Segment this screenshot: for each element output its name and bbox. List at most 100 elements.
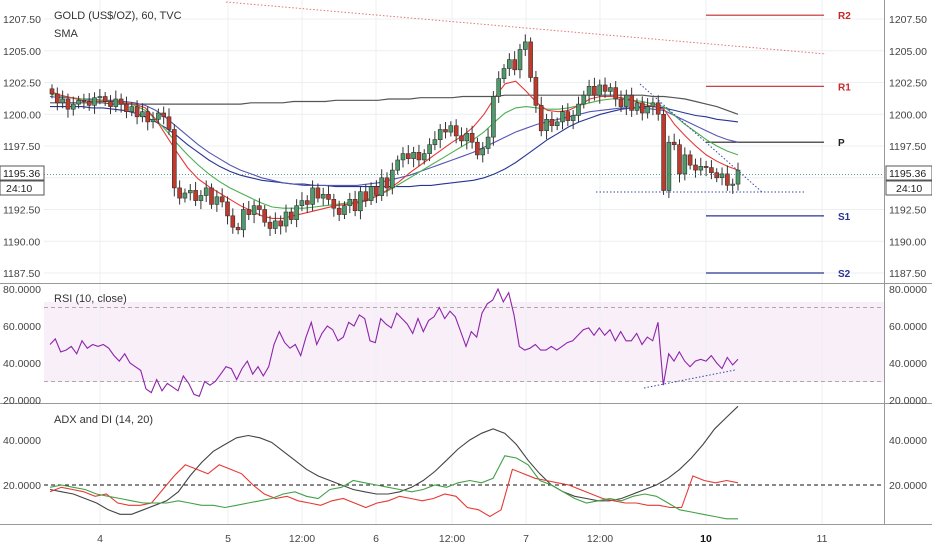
candle-body [241, 209, 246, 231]
candle-body [506, 59, 512, 69]
rsi-trendline [643, 369, 736, 389]
candle-body [464, 133, 470, 142]
adx-tick-left-1: 20.0000 [3, 480, 41, 492]
candle-body [469, 133, 475, 143]
time-label-7: 10 [700, 533, 712, 545]
price-tick-left-0: 1207.50 [3, 14, 41, 26]
candle-body [570, 115, 576, 121]
candle-body [501, 68, 507, 79]
candle-body [262, 209, 268, 223]
rsi-tick-left-1: 60.0000 [3, 321, 41, 333]
price-tick-left-2: 1202.50 [3, 78, 41, 90]
pivot-lines: R2 R1 P S1 S2 [706, 11, 851, 280]
candle-body [639, 102, 645, 114]
last-price-badge-right [885, 165, 932, 181]
candle-body [203, 187, 209, 196]
candle-body [134, 106, 140, 118]
candle-body [560, 111, 565, 123]
candlesticks [49, 34, 741, 238]
candle-body [735, 169, 741, 185]
candle-body [432, 139, 438, 146]
adx-title: ADX and DI (14, 20) [54, 414, 153, 426]
time-label-1: 5 [225, 533, 231, 545]
pivot-label-s1: S1 [838, 212, 851, 223]
rsi-tick-left-3: 20.0000 [3, 395, 41, 407]
candle-body [714, 172, 720, 179]
candle-body [363, 191, 369, 201]
candle-body [150, 119, 156, 123]
candle-body [172, 129, 177, 189]
adx-tick-right-0: 40.0000 [889, 435, 927, 447]
candle-body [336, 207, 342, 215]
candle-body [629, 94, 634, 111]
rsi-tick-right-0: 80.0000 [889, 284, 927, 296]
indicator-label: SMA [54, 28, 79, 40]
candle-body [443, 129, 448, 133]
time-label-0: 4 [97, 533, 103, 545]
price-tick-right-2: 1202.50 [889, 78, 927, 90]
candle-body [725, 173, 730, 186]
candle-body [719, 173, 725, 178]
candle-body [554, 121, 560, 127]
price-tick-right-8: 1187.50 [889, 268, 926, 280]
candle-body [283, 211, 289, 227]
candle-body [92, 97, 97, 106]
pivot-label-r1: R1 [838, 82, 851, 93]
candle-body [405, 153, 411, 160]
chart-title: GOLD (US$/OZ), 60, TVC [54, 10, 182, 22]
candle-body [310, 187, 315, 205]
price-tick-left-7: 1190.00 [3, 236, 40, 248]
rsi-tick-left-0: 80.0000 [3, 284, 41, 296]
candle-body [198, 195, 204, 201]
candle-body [118, 98, 124, 105]
candle-body [416, 152, 422, 161]
time-label-5: 7 [523, 533, 529, 545]
last-price-right: 1195.36 [889, 168, 926, 180]
candle-body [437, 129, 443, 140]
candle-body [267, 221, 273, 229]
candle-body [358, 191, 363, 212]
candle-body [257, 205, 262, 210]
candle-body [299, 200, 305, 207]
candle-body [666, 141, 672, 191]
candle-body [703, 166, 709, 168]
candle-body [352, 199, 358, 212]
candle-body [395, 159, 401, 171]
price-tick-right-7: 1190.00 [889, 236, 926, 248]
price-tick-right-6: 1192.50 [889, 205, 926, 217]
countdown-right: 24:10 [896, 183, 922, 195]
candle-body [427, 144, 432, 154]
time-label-6: 12:00 [587, 533, 613, 545]
price-tick-right-4: 1197.50 [889, 141, 926, 153]
candle-body [278, 220, 284, 227]
rsi-lines [44, 287, 884, 398]
candle-body [698, 166, 704, 171]
candle-body [512, 59, 518, 71]
last-price-badge-left [0, 165, 45, 181]
candle-body [368, 186, 374, 201]
candle-body [320, 194, 326, 199]
candle-body [246, 209, 252, 215]
candle-body [177, 187, 182, 199]
candle-body [60, 98, 65, 104]
candle-body [124, 103, 129, 112]
adx-tick-right-1: 20.0000 [889, 480, 927, 492]
candle-body [677, 144, 682, 175]
rsi-tick-right-3: 20.0000 [889, 395, 927, 407]
candle-body [97, 96, 103, 99]
candle-body [682, 154, 688, 175]
falling-trendline [639, 83, 763, 193]
rsi-tick-right-2: 40.0000 [889, 358, 927, 370]
candle-body [326, 194, 331, 200]
candle-body [108, 101, 113, 107]
candle-body [448, 125, 454, 133]
candle-body [113, 98, 119, 107]
candle-body [272, 220, 278, 229]
candle-body [140, 111, 145, 118]
candle-body [288, 211, 294, 220]
candle-body [379, 177, 385, 196]
candle-body [235, 227, 241, 231]
pivot-label-r2: R2 [838, 11, 851, 22]
candle-body [193, 190, 198, 201]
pivot-label-s2: S2 [838, 269, 851, 280]
